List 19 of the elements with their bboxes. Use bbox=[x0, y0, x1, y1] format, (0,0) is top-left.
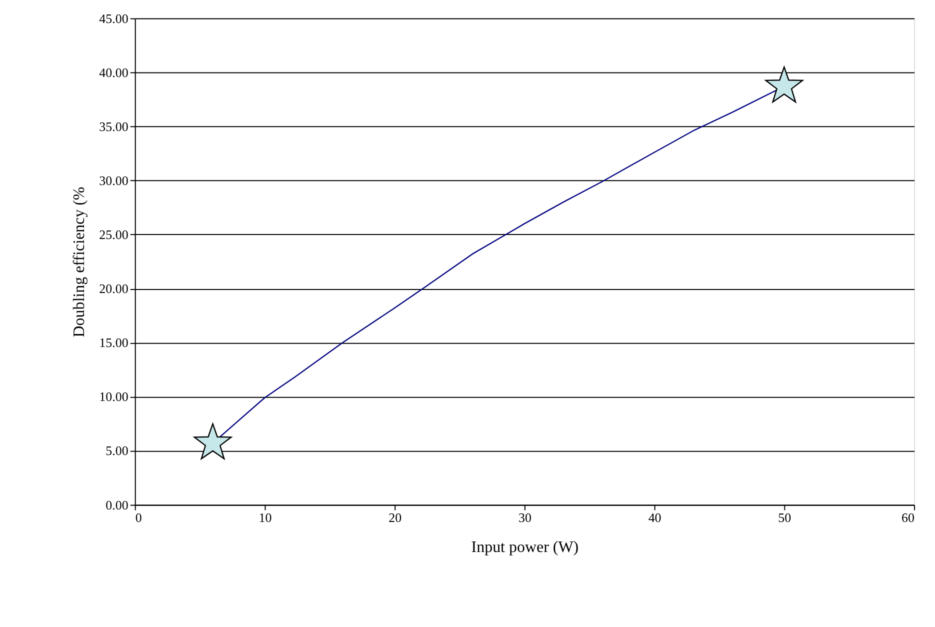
y-tick-label: 40.00 bbox=[99, 64, 128, 80]
y-axis-title: Doubling efficiency (% bbox=[71, 186, 88, 338]
y-tick-label: 10.00 bbox=[99, 389, 128, 404]
y-tick-label: 25.00 bbox=[99, 226, 128, 242]
x-tick-label: 20 bbox=[388, 510, 402, 526]
y-tick-label: 30.00 bbox=[99, 172, 128, 188]
x-tick-label: 10 bbox=[258, 510, 272, 526]
x-axis-title: Input power (W) bbox=[471, 539, 579, 556]
x-tick-label: 40 bbox=[648, 510, 662, 526]
y-tick-label: 0.00 bbox=[106, 497, 128, 512]
y-tick-label: 45.00 bbox=[99, 10, 128, 26]
y-tick-label: 20.00 bbox=[99, 281, 128, 296]
y-tick-label: 5.00 bbox=[106, 443, 128, 458]
x-tick-label: 0 bbox=[135, 510, 142, 526]
x-tick-label: 50 bbox=[778, 510, 792, 526]
y-tick-label: 35.00 bbox=[99, 118, 128, 134]
x-tick-label: 30 bbox=[518, 510, 532, 526]
y-tick-label: 15.00 bbox=[99, 335, 128, 350]
x-tick-label: 60 bbox=[902, 510, 915, 526]
